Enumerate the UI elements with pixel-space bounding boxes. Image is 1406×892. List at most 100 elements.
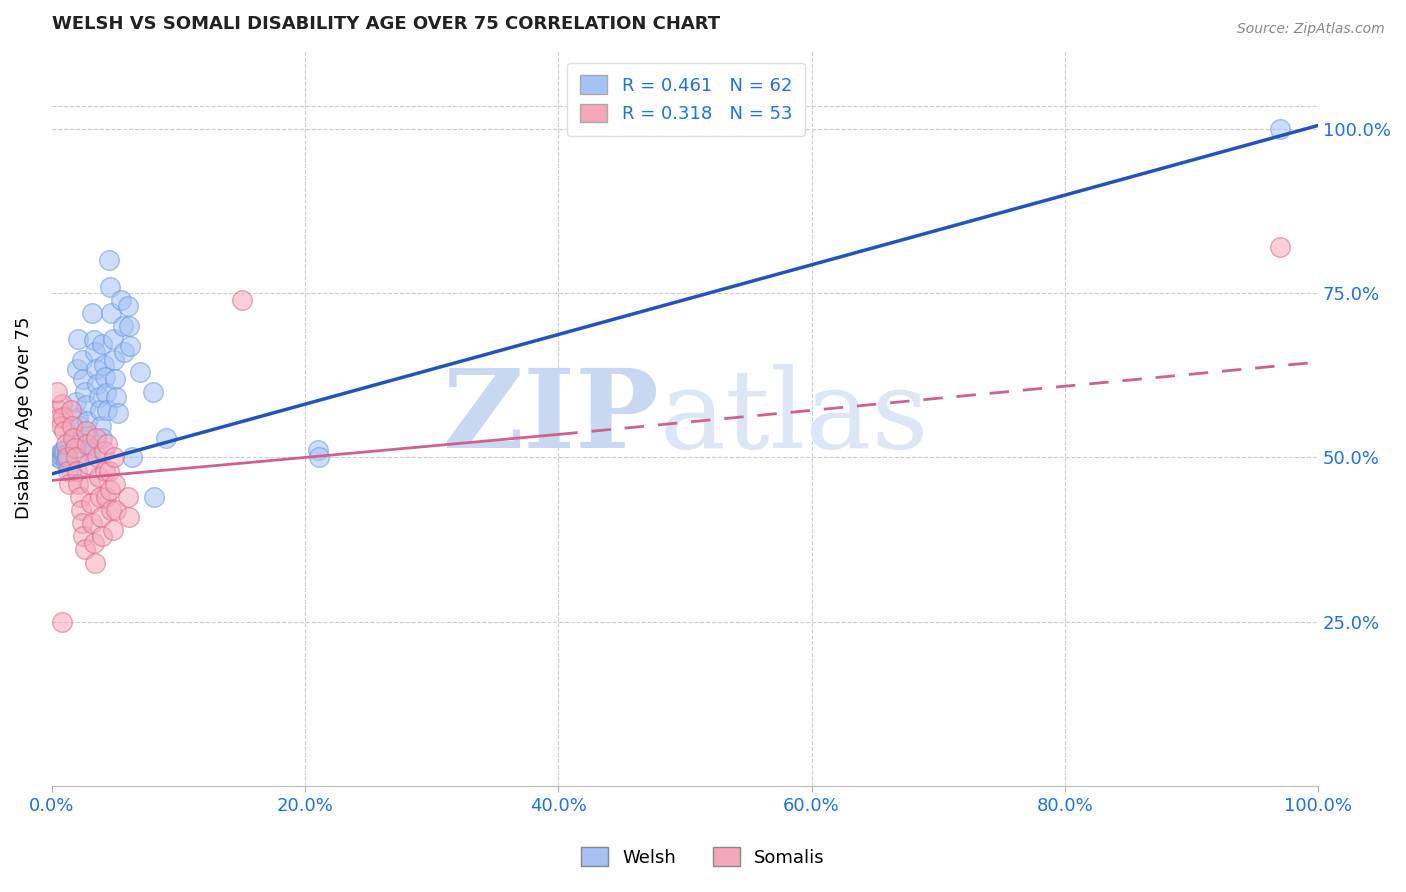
Point: [96, 403, 118, 417]
Point: [143, 490, 166, 504]
Point: [1268, 121, 1291, 136]
Point: [142, 384, 165, 399]
Point: [96, 490, 118, 504]
Point: [91, 431, 114, 445]
Point: [105, 390, 128, 404]
Point: [121, 450, 143, 465]
Point: [75, 424, 97, 438]
Point: [63, 441, 86, 455]
Point: [104, 371, 127, 385]
Point: [87, 470, 110, 484]
Point: [94, 464, 117, 478]
Point: [89, 403, 111, 417]
Point: [86, 376, 108, 391]
Point: [98, 483, 121, 498]
Point: [53, 449, 76, 463]
Point: [70, 436, 93, 450]
Point: [87, 390, 110, 404]
Point: [155, 431, 177, 445]
Point: [101, 332, 124, 346]
Point: [83, 536, 105, 550]
Point: [231, 293, 253, 307]
Point: [76, 414, 98, 428]
Point: [76, 437, 98, 451]
Point: [55, 454, 77, 468]
Point: [118, 318, 141, 333]
Point: [103, 353, 125, 368]
Point: [73, 384, 96, 399]
Point: [105, 503, 128, 517]
Point: [59, 464, 82, 478]
Legend: R = 0.461   N = 62, R = 0.318   N = 53: R = 0.461 N = 62, R = 0.318 N = 53: [568, 62, 804, 136]
Point: [52, 409, 75, 424]
Point: [65, 394, 87, 409]
Point: [79, 476, 101, 491]
Point: [97, 253, 120, 268]
Point: [70, 516, 93, 531]
Point: [67, 476, 90, 491]
Point: [53, 424, 76, 438]
Point: [49, 451, 72, 466]
Point: [1268, 240, 1291, 254]
Point: [112, 345, 135, 359]
Point: [66, 361, 89, 376]
Point: [94, 370, 117, 384]
Point: [77, 457, 100, 471]
Point: [96, 386, 118, 401]
Point: [93, 359, 115, 373]
Point: [83, 345, 105, 359]
Point: [58, 464, 80, 478]
Text: Source: ZipAtlas.com: Source: ZipAtlas.com: [1237, 22, 1385, 37]
Point: [56, 450, 79, 465]
Point: [51, 396, 73, 410]
Point: [46, 450, 69, 465]
Point: [79, 445, 101, 459]
Point: [48, 411, 70, 425]
Point: [55, 437, 77, 451]
Point: [69, 418, 91, 433]
Point: [91, 337, 114, 351]
Point: [72, 371, 94, 385]
Point: [104, 476, 127, 491]
Point: [110, 293, 132, 307]
Point: [51, 449, 73, 463]
Point: [53, 443, 76, 458]
Point: [307, 442, 329, 457]
Point: [91, 529, 114, 543]
Text: ZIP: ZIP: [443, 365, 659, 472]
Point: [89, 490, 111, 504]
Point: [67, 411, 90, 425]
Point: [103, 450, 125, 465]
Point: [49, 418, 72, 433]
Point: [79, 441, 101, 455]
Point: [82, 516, 104, 531]
Point: [90, 509, 112, 524]
Point: [66, 464, 89, 478]
Point: [111, 318, 134, 333]
Y-axis label: Disability Age Over 75: Disability Age Over 75: [15, 317, 32, 519]
Point: [67, 332, 90, 346]
Point: [51, 615, 73, 629]
Point: [45, 384, 67, 399]
Point: [82, 306, 104, 320]
Point: [70, 353, 93, 368]
Point: [120, 339, 142, 353]
Text: atlas: atlas: [659, 365, 929, 472]
Point: [107, 406, 129, 420]
Text: WELSH VS SOMALI DISABILITY AGE OVER 75 CORRELATION CHART: WELSH VS SOMALI DISABILITY AGE OVER 75 C…: [52, 15, 720, 33]
Point: [51, 443, 73, 458]
Point: [308, 450, 330, 465]
Point: [84, 361, 107, 376]
Point: [84, 431, 107, 445]
Point: [58, 476, 80, 491]
Point: [72, 529, 94, 543]
Point: [97, 464, 120, 478]
Point: [48, 447, 70, 461]
Point: [56, 447, 79, 461]
Point: [60, 418, 83, 433]
Point: [63, 431, 86, 445]
Point: [77, 429, 100, 443]
Point: [96, 437, 118, 451]
Point: [129, 365, 152, 379]
Point: [59, 403, 82, 417]
